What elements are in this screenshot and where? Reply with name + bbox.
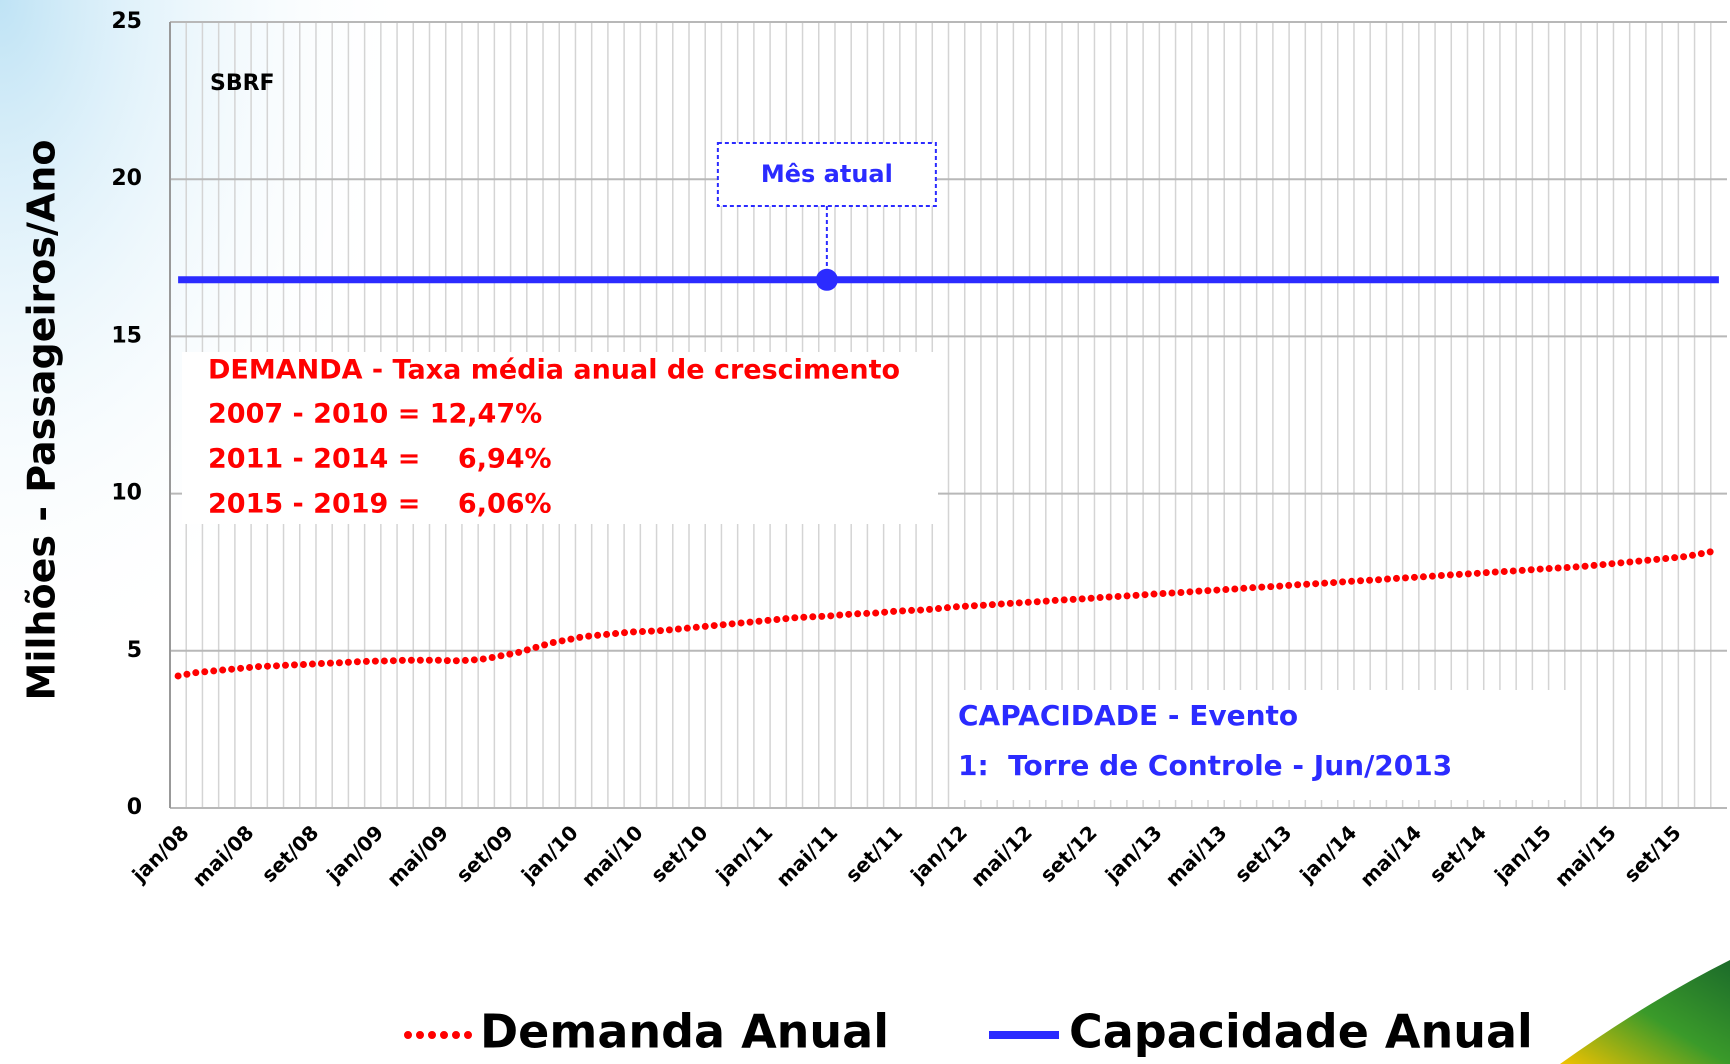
y-tick-label: 0 <box>127 795 142 820</box>
x-tick-label: set/12 <box>1035 820 1102 887</box>
x-tick-label: mai/15 <box>1550 820 1621 891</box>
x-tick-label: jan/15 <box>1489 820 1556 887</box>
x-tick-label: set/13 <box>1230 820 1297 887</box>
x-tick-label: set/08 <box>257 820 324 887</box>
x-tick-label: mai/12 <box>966 820 1037 891</box>
x-tick-label: mai/08 <box>187 820 258 891</box>
demand-rate: 2007 - 2010 = 12,47% <box>208 399 542 430</box>
y-tick-label: 15 <box>111 323 142 348</box>
page: 0 5 10 15 20 25 jan/08mai/08set/08jan/09mai/09… <box>0 0 1730 1064</box>
x-tick-label: set/09 <box>451 820 518 887</box>
x-tick-label: mai/14 <box>1355 820 1426 891</box>
x-tick-label: mai/10 <box>577 820 648 891</box>
x-tick-label: jan/11 <box>710 820 777 887</box>
demand-title: DEMANDA - Taxa média anual de cresciment… <box>208 355 900 386</box>
demand-rate: 2011 - 2014 = 6,94% <box>208 444 552 475</box>
x-tick-label: mai/13 <box>1161 820 1232 891</box>
x-tick-label: jan/14 <box>1294 820 1361 887</box>
demand-rate: 2015 - 2019 = 6,06% <box>208 489 552 520</box>
x-tick-label: mai/09 <box>382 820 453 891</box>
legend-label: Demanda Anual <box>480 1005 889 1059</box>
y-tick-label: 25 <box>111 9 142 34</box>
legend-label: Capacidade Anual <box>1069 1005 1533 1059</box>
x-tick-label: set/10 <box>646 820 713 887</box>
background-decoration <box>1560 960 1730 1064</box>
x-tick-label: set/14 <box>1424 820 1491 887</box>
x-tick-label: mai/11 <box>771 820 842 891</box>
x-tick-label: jan/12 <box>905 820 972 887</box>
capacity-title: CAPACIDADE - Evento <box>958 699 1298 732</box>
current-month-marker <box>816 269 838 291</box>
y-tick-label: 5 <box>127 638 142 663</box>
x-tick-label: jan/13 <box>1100 820 1167 887</box>
chart: 0 5 10 15 20 25 jan/08mai/08set/08jan/09mai/09… <box>0 0 1730 1064</box>
x-tick-label: set/15 <box>1619 820 1686 887</box>
x-tick-label: set/11 <box>841 820 908 887</box>
airport-label: SBRF <box>210 71 275 96</box>
x-tick-label: jan/09 <box>321 820 388 887</box>
y-tick-label: 10 <box>111 481 142 506</box>
y-axis-label: Milhões - Passageiros/Ano <box>20 140 64 701</box>
x-tick-label: jan/08 <box>127 820 194 887</box>
legend: Demanda Anual Capacidade Anual <box>408 1005 1533 1059</box>
callout-label: Mês atual <box>761 160 893 188</box>
y-tick-label: 20 <box>111 166 142 191</box>
capacity-event: 1: Torre de Controle - Jun/2013 <box>958 749 1452 782</box>
x-tick-label: jan/10 <box>516 820 583 887</box>
